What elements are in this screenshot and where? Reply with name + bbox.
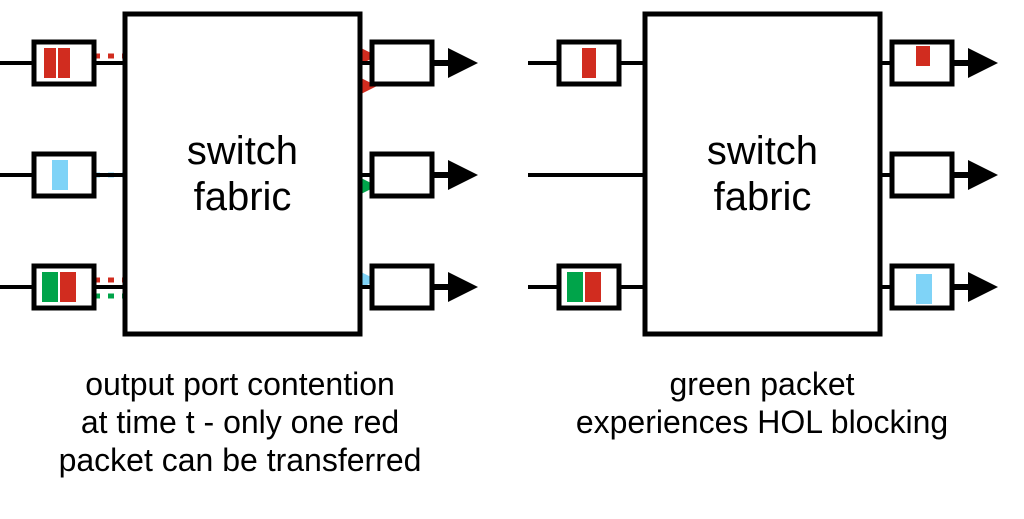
packet	[44, 48, 56, 78]
fabric-label-line2: fabric	[714, 175, 812, 219]
output-port	[892, 154, 952, 196]
switch-fabric-box	[645, 14, 880, 334]
packet	[42, 272, 58, 302]
caption-line: experiences HOL blocking	[576, 404, 948, 440]
output-port	[372, 266, 432, 308]
packet	[60, 272, 76, 302]
caption-line: output port contention	[85, 366, 395, 402]
caption-line: at time t - only one red	[81, 404, 399, 440]
packet	[585, 272, 601, 302]
switch-fabric-box	[125, 14, 360, 334]
packet	[916, 274, 932, 304]
fabric-label-line1: switch	[187, 129, 298, 173]
packet	[52, 160, 68, 190]
output-port	[372, 42, 432, 84]
packet	[582, 48, 596, 78]
caption-line: packet can be transferred	[59, 442, 422, 478]
switch-fabric-diagram: switchfabricoutput port contentionat tim…	[0, 0, 1024, 519]
fabric-label-line1: switch	[707, 129, 818, 173]
packet	[567, 272, 583, 302]
packet	[916, 46, 930, 66]
output-port	[372, 154, 432, 196]
fabric-label-line2: fabric	[194, 175, 292, 219]
packet	[58, 48, 70, 78]
caption-line: green packet	[669, 366, 854, 402]
